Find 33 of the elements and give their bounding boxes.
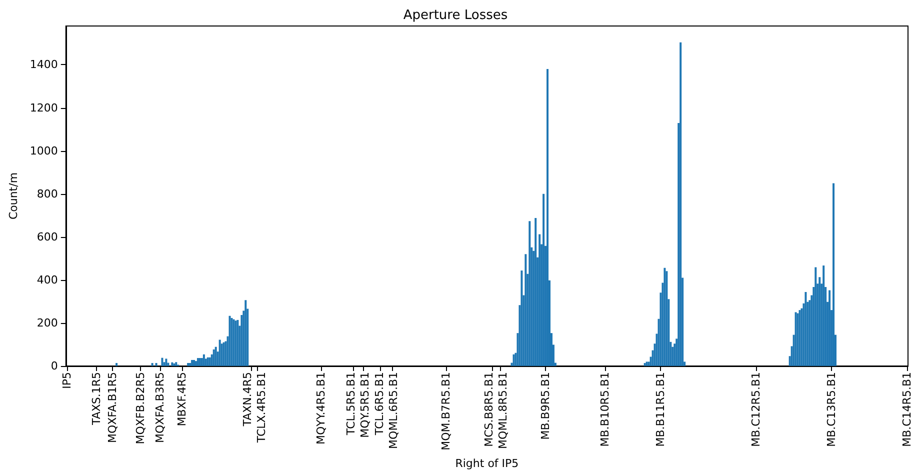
y-tick-label: 600: [36, 230, 58, 244]
y-tick-label: 1200: [30, 101, 58, 114]
x-tick-label: MB.B11R5.B1: [654, 372, 668, 447]
x-axis-title: Right of IP5: [455, 457, 519, 470]
x-tick-label: MQYY.4R5.B1: [314, 372, 328, 445]
y-tick-label: 200: [36, 316, 58, 330]
x-tick-label: MBXF.4R5: [176, 372, 189, 426]
x-tick-label: TCL.5R5.B1: [344, 372, 358, 436]
y-tick-label: 1400: [30, 58, 58, 72]
x-tick-label: MQXFA.B3R5: [154, 372, 167, 444]
x-tick-label: MCS.B8R5.B1: [482, 372, 496, 447]
x-tick-label: MQM.B7R5.B1: [440, 372, 453, 450]
x-tick-label: IP5: [60, 372, 74, 389]
x-tick-label: TCL.6R5.B1: [373, 372, 386, 436]
x-tick-label: MQY.5R5.B1: [358, 372, 372, 438]
y-axis-title: Count/m: [7, 172, 20, 220]
x-tick-label: MQXFB.B2R5: [134, 372, 147, 444]
x-tick-label: MB.C12R5.B1: [750, 372, 763, 447]
x-tick-label: MB.C13R5.B1: [825, 372, 838, 447]
x-tick-label: MQML.8R5.B1: [496, 372, 510, 449]
x-tick-label: MQXFA.B1R5: [106, 372, 120, 444]
y-tick-label: 800: [36, 187, 58, 200]
x-tick-label: MB.B9R5.B1: [539, 372, 552, 440]
x-tick-label: TCLX.4R5.B1: [255, 372, 268, 444]
x-tick-label: MB.B10R5.B1: [598, 372, 612, 447]
y-tick-label: 400: [36, 273, 58, 286]
y-tick-label: 0: [50, 360, 58, 372]
x-tick-label: MB.C14R5.B1: [900, 372, 911, 447]
x-tick-label: MQML.6R5.B1: [387, 372, 400, 449]
chart-title: Aperture Losses: [403, 8, 508, 23]
x-tick-label: TAXN.4R5: [241, 372, 254, 428]
y-tick-label: 1000: [30, 144, 58, 158]
x-tick-label: TAXS.1R5: [90, 372, 104, 426]
